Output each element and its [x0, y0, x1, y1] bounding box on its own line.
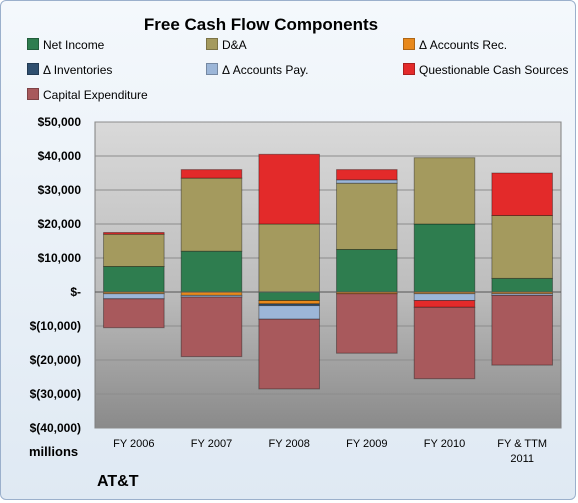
y-tick-label: $20,000: [38, 217, 82, 231]
legend-label: Δ Accounts Pay.: [222, 63, 309, 77]
units-label: millions: [29, 444, 79, 459]
bar-net-income-fy-2006: [103, 266, 165, 293]
legend-item-accounts-pay: Δ Accounts Pay.: [206, 63, 309, 77]
x-tick-label: FY & TTM: [497, 438, 547, 450]
bar-net-income-fy-2007: [180, 250, 243, 293]
bar-capital-expenditure-fy-2006: [103, 298, 165, 329]
y-tick-label: $(20,000): [30, 353, 81, 367]
x-tick-label: FY 2007: [191, 438, 232, 450]
bar-accounts-pay-fy-2010: [413, 293, 476, 302]
legend-item-net-income: Net Income: [27, 38, 104, 52]
bar-capital-expenditure-fy-2010: [413, 306, 476, 380]
x-tick-label: FY 2008: [268, 438, 309, 450]
legend-label: Net Income: [43, 38, 105, 52]
y-tick-label: $50,000: [38, 115, 82, 129]
legend-label: Δ Inventories: [43, 63, 113, 77]
y-tick-label: $(10,000): [30, 319, 81, 333]
chart-title: Free Cash Flow Components: [143, 15, 379, 34]
legend-item-accounts-rec: Δ Accounts Rec.: [403, 38, 507, 52]
legend-swatch: [206, 63, 218, 75]
bar-d-a-fy-2006: [103, 233, 165, 267]
legend-swatch: [27, 63, 39, 75]
plot-area: [94, 121, 562, 429]
legend-label: Capital Expenditure: [43, 88, 148, 102]
bar-accounts-pay-fy-2006: [103, 293, 165, 300]
bar-accounts-pay-fy-2008: [258, 305, 320, 320]
bar-d-a-fy-2010: [413, 157, 476, 225]
x-tick-label: FY 2006: [113, 438, 154, 450]
y-tick-label: $10,000: [38, 251, 82, 265]
y-tick-label: $40,000: [38, 149, 82, 163]
bar-net-income-fy-2009: [336, 249, 398, 293]
y-tick-label: $(30,000): [30, 387, 81, 401]
bar-questionable-cash-sources-fy-2007: [180, 169, 243, 179]
x-tick-label: 2011: [510, 453, 534, 465]
bar-capital-expenditure-fy-2007: [180, 296, 243, 358]
legend-swatch: [206, 38, 218, 50]
legend-item-inventories: Δ Inventories: [27, 63, 112, 77]
company-label: AT&T: [97, 473, 139, 490]
legend-swatch: [403, 38, 415, 50]
bar-questionable-cash-sources-fy-2010: [413, 300, 476, 308]
bar-d-a-fy-ttm-2011: [491, 215, 553, 279]
legend-swatch: [27, 88, 39, 100]
bar-net-income-fy-2008: [258, 291, 320, 301]
bar-d-a-fy-2007: [180, 177, 243, 252]
bar-capital-expenditure-fy-ttm-2011: [491, 294, 553, 366]
legend-swatch: [403, 63, 415, 75]
bar-d-a-fy-2008: [258, 223, 320, 293]
bar-net-income-fy-2010: [413, 223, 476, 293]
legend-item-d-a: D&A: [206, 38, 247, 52]
legend-label: D&A: [222, 38, 247, 52]
bar-capital-expenditure-fy-2009: [336, 293, 398, 354]
legend-swatch: [27, 38, 39, 50]
bar-questionable-cash-sources-fy-2009: [336, 169, 398, 181]
bar-accounts-rec-fy-2007: [180, 291, 243, 296]
bar-accounts-rec-fy-2008: [258, 300, 320, 305]
legend-item-questionable-cash-sources: Questionable Cash Sources: [403, 63, 568, 77]
bar-questionable-cash-sources-fy-2008: [258, 153, 320, 225]
bar-capital-expenditure-fy-2008: [258, 318, 320, 390]
y-tick-label: $-: [70, 285, 81, 299]
x-tick-label: FY 2009: [346, 438, 387, 450]
bar-d-a-fy-2009: [336, 182, 398, 250]
y-tick-label: $30,000: [38, 183, 82, 197]
bar-questionable-cash-sources-fy-2006: [103, 232, 165, 235]
bar-net-income-fy-ttm-2011: [491, 277, 553, 293]
bar-accounts-pay-fy-2009: [336, 179, 398, 184]
legend-label: Questionable Cash Sources: [419, 63, 569, 77]
legend-label: Δ Accounts Rec.: [419, 38, 508, 52]
y-tick-label: $(40,000): [30, 421, 81, 435]
legend-item-capital-expenditure: Capital Expenditure: [27, 88, 148, 102]
x-tick-label: FY 2010: [424, 438, 465, 450]
bar-questionable-cash-sources-fy-ttm-2011: [491, 172, 553, 216]
